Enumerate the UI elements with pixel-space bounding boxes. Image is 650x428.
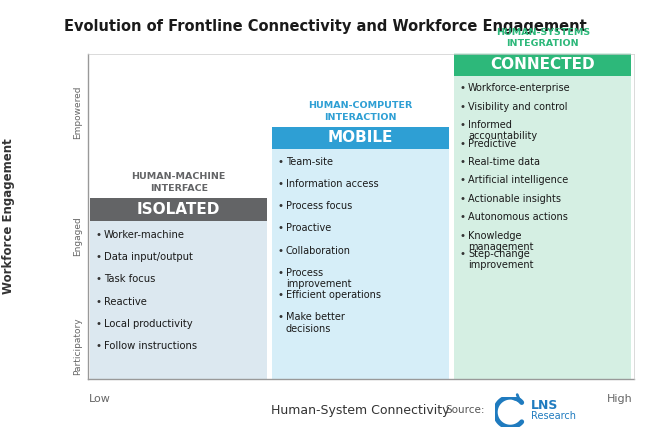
Text: •: • [278, 157, 283, 166]
Text: Evolution of Frontline Connectivity and Workforce Engagement: Evolution of Frontline Connectivity and … [64, 19, 586, 34]
Text: •: • [460, 231, 465, 241]
Text: Empowered: Empowered [73, 85, 83, 139]
Text: HUMAN-MACHINE
INTERFACE: HUMAN-MACHINE INTERFACE [131, 172, 226, 193]
Text: Task focus: Task focus [104, 274, 155, 285]
Text: Process
improvement: Process improvement [286, 268, 352, 289]
Text: •: • [96, 274, 101, 285]
Text: Data input/output: Data input/output [104, 252, 193, 262]
Text: CONNECTED: CONNECTED [491, 57, 595, 72]
Text: •: • [278, 268, 283, 278]
Text: •: • [96, 297, 101, 307]
Text: •: • [278, 179, 283, 189]
Text: •: • [96, 341, 101, 351]
Text: Local productivity: Local productivity [104, 319, 192, 329]
Text: Predictive: Predictive [468, 139, 516, 149]
Text: Make better
decisions: Make better decisions [286, 312, 345, 334]
Text: MOBILE: MOBILE [328, 130, 393, 146]
Text: LNS: LNS [531, 399, 558, 412]
Text: Step-change
improvement: Step-change improvement [468, 249, 534, 270]
Text: Participatory: Participatory [73, 318, 83, 375]
Text: •: • [460, 157, 465, 167]
Text: Information access: Information access [286, 179, 378, 189]
Text: HUMAN-SYSTEMS
INTEGRATION: HUMAN-SYSTEMS INTEGRATION [496, 27, 590, 48]
Text: •: • [460, 102, 465, 112]
Text: Human-System Connectivity: Human-System Connectivity [272, 404, 450, 417]
Text: •: • [460, 139, 465, 149]
Text: Autonomous actions: Autonomous actions [468, 212, 568, 222]
Text: Knowledge
management: Knowledge management [468, 231, 534, 252]
Text: Actionable insights: Actionable insights [468, 194, 561, 204]
Text: ISOLATED: ISOLATED [137, 202, 220, 217]
Text: Follow instructions: Follow instructions [104, 341, 197, 351]
Text: •: • [460, 194, 465, 204]
Text: Engaged: Engaged [73, 216, 83, 256]
Text: HUMAN-COMPUTER
INTERACTION: HUMAN-COMPUTER INTERACTION [309, 101, 413, 122]
Text: Source:: Source: [445, 405, 485, 415]
Text: Process focus: Process focus [286, 201, 352, 211]
Text: •: • [278, 201, 283, 211]
Text: •: • [460, 212, 465, 222]
Text: Workforce Engagement: Workforce Engagement [2, 138, 15, 294]
Text: Proactive: Proactive [286, 223, 332, 233]
Text: Reactive: Reactive [104, 297, 147, 307]
Text: Research: Research [531, 411, 576, 422]
Text: •: • [278, 246, 283, 256]
Text: Visibility and control: Visibility and control [468, 102, 567, 112]
Text: Real-time data: Real-time data [468, 157, 540, 167]
Text: Collaboration: Collaboration [286, 246, 351, 256]
Text: Informed
accountability: Informed accountability [468, 120, 537, 142]
Text: •: • [96, 252, 101, 262]
Text: •: • [460, 249, 465, 259]
Text: Workforce-enterprise: Workforce-enterprise [468, 83, 571, 93]
Text: Worker-machine: Worker-machine [104, 230, 185, 240]
Text: High: High [606, 394, 632, 404]
Text: Efficient operations: Efficient operations [286, 290, 381, 300]
Text: •: • [96, 230, 101, 240]
Text: Low: Low [89, 394, 111, 404]
Text: •: • [460, 120, 465, 130]
Text: •: • [96, 319, 101, 329]
Text: Artificial intelligence: Artificial intelligence [468, 175, 568, 185]
Text: •: • [460, 83, 465, 93]
Text: •: • [278, 290, 283, 300]
Text: •: • [278, 312, 283, 322]
Text: Team-site: Team-site [286, 157, 333, 166]
Text: •: • [278, 223, 283, 233]
Text: •: • [460, 175, 465, 185]
